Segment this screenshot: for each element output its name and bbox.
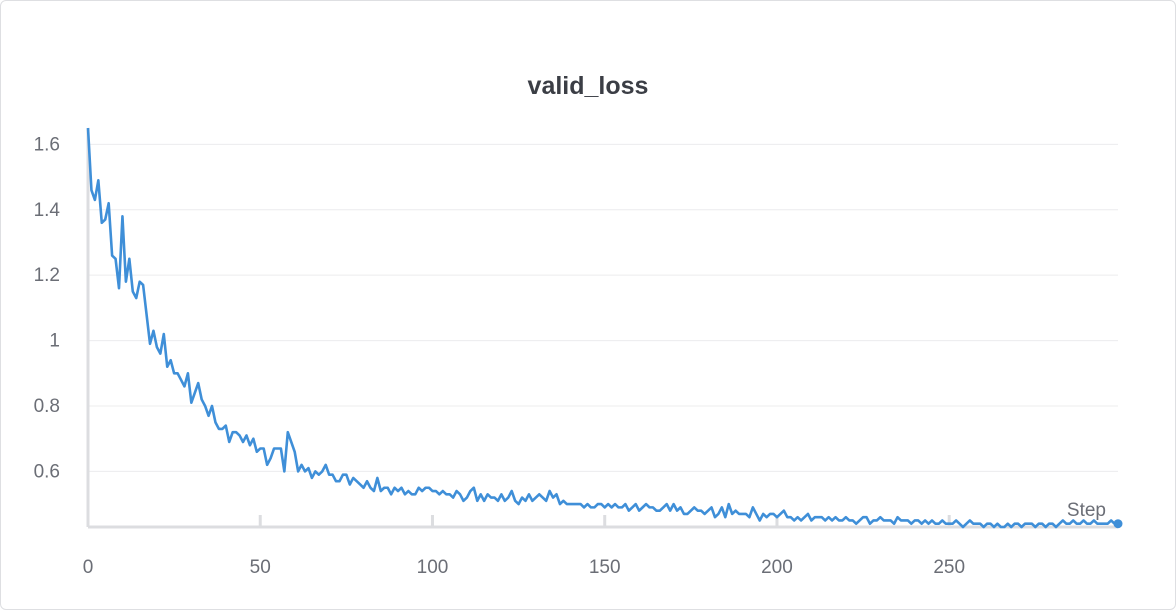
y-tick-label: 1 [49,331,60,352]
x-tick-label: 200 [761,557,793,578]
chart-title: valid_loss [527,72,649,100]
axes [86,128,1118,529]
x-axis-ticks: 0 50 100 150 200 250 [83,515,965,578]
y-axis-ticks: 0.6 0.8 1 1.2 1.4 1.6 [34,134,61,482]
y-tick-label: 0.8 [34,396,60,417]
series-end-point[interactable] [1113,519,1123,529]
x-tick-label: 50 [250,557,271,578]
x-tick-label: 100 [417,557,449,578]
series-line[interactable] [86,127,1118,529]
y-tick-label: 1.2 [34,265,60,286]
y-tick-label: 1.4 [34,200,61,221]
y-tick-label: 0.6 [34,461,60,482]
x-axis-label: Step [1067,500,1106,521]
x-tick-label: 250 [933,557,965,578]
y-tick-label: 1.6 [34,134,60,155]
x-tick-label: 0 [83,557,94,578]
x-tick-label: 150 [589,557,621,578]
gridlines [88,143,1118,472]
